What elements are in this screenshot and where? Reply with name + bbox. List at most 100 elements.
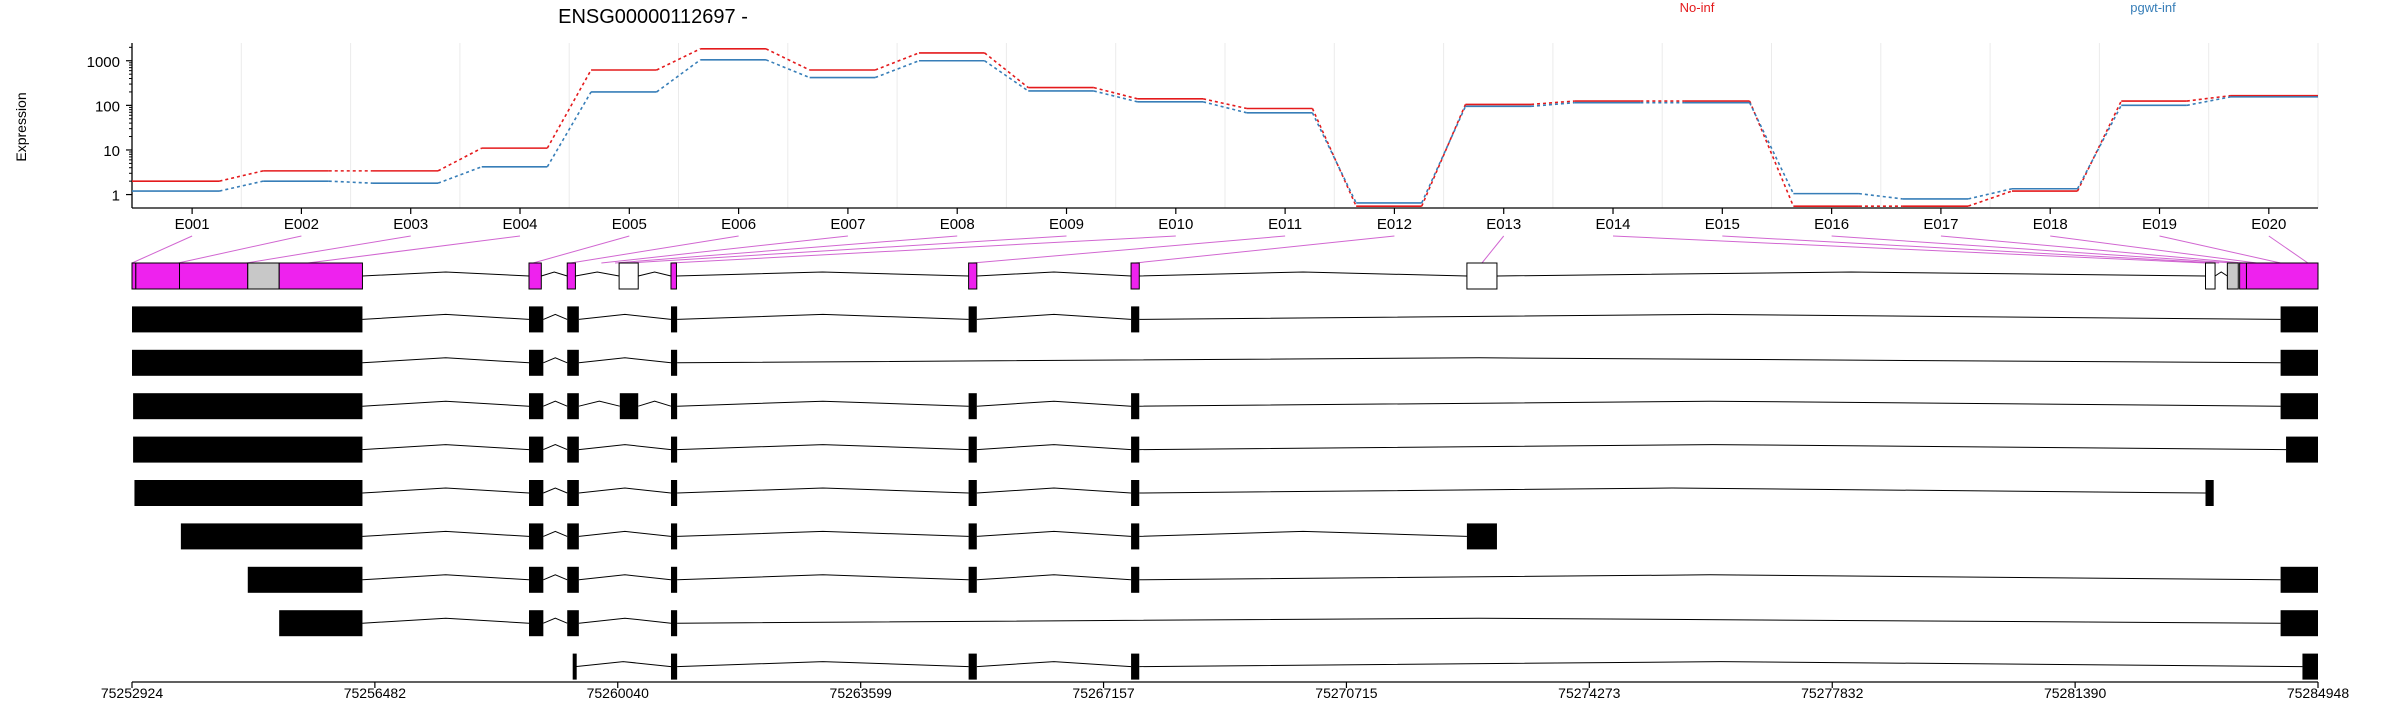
transcript-row: [180, 523, 1497, 550]
exon-bin: [1466, 262, 1498, 290]
exon: [567, 523, 579, 550]
x-tick-label: E018: [2033, 216, 2068, 233]
intron: [362, 313, 530, 320]
exon: [670, 653, 678, 680]
intron: [1139, 574, 2281, 581]
intron: [976, 271, 1132, 277]
intron: [578, 617, 672, 624]
genomic-tick-label: 75277832: [1801, 685, 1864, 700]
intron: [578, 357, 672, 364]
genomic-tick-label: 75281390: [2044, 685, 2107, 700]
exon-bin: [135, 262, 181, 290]
intron: [1139, 444, 2287, 451]
x-tick-label: E001: [175, 216, 210, 233]
series-connector: [546, 91, 592, 168]
intron: [1139, 313, 2281, 320]
exon: [2280, 349, 2318, 376]
intron: [578, 313, 672, 320]
series-connector: [437, 166, 483, 184]
exon: [968, 480, 977, 506]
exon: [968, 393, 977, 420]
series-connector: [874, 60, 920, 79]
exon-connector: [1612, 235, 2206, 264]
x-tick-label: E008: [940, 216, 975, 233]
intron: [362, 444, 530, 451]
intron: [976, 574, 1132, 581]
intron: [1139, 661, 2303, 668]
exon-bin: [247, 262, 280, 290]
exon-bin: [278, 262, 363, 290]
exon-bin: [670, 262, 677, 290]
intron: [1139, 487, 2206, 494]
series-no-inf: [132, 48, 2318, 207]
x-tick-label: E005: [612, 216, 647, 233]
intron: [1139, 530, 1467, 537]
exon: [619, 393, 639, 420]
exon: [670, 480, 678, 506]
exon-bin: [566, 262, 576, 290]
exon: [132, 306, 363, 333]
exon-bin: [131, 262, 137, 290]
intron: [578, 487, 672, 494]
x-tick-label: E017: [1923, 216, 1958, 233]
intron: [976, 400, 1132, 407]
series-connector: [437, 147, 483, 172]
series-connector: [1968, 187, 2013, 200]
intron: [976, 661, 1132, 668]
exon-connector: [2050, 235, 2257, 264]
exon-connector: [972, 235, 1286, 264]
genomic-tick-label: 75270715: [1315, 685, 1378, 700]
series-connector: [219, 170, 264, 182]
intron: [362, 357, 530, 364]
exon-bin: [2205, 262, 2216, 290]
transcripts: [132, 306, 2318, 680]
exon: [2280, 393, 2318, 420]
x-tick-label: E003: [393, 216, 428, 233]
series-connector: [2076, 104, 2122, 190]
exon: [968, 653, 977, 680]
intron: [976, 313, 1132, 320]
series-connector: [765, 48, 811, 71]
exon-connector: [307, 235, 521, 264]
exon: [572, 653, 577, 680]
exon: [134, 480, 363, 506]
series-lines: [132, 48, 2318, 207]
intron: [578, 444, 672, 451]
x-tick-label: E020: [2251, 216, 2286, 233]
series-connector: [546, 69, 592, 149]
intron: [677, 400, 969, 407]
series-connector: [1093, 86, 1138, 100]
exon-connector: [131, 235, 193, 264]
gene-model: [131, 262, 2319, 290]
gridlines: [240, 43, 2319, 208]
exon: [180, 523, 363, 550]
exon: [529, 480, 544, 506]
intron: [543, 530, 568, 537]
intron: [677, 487, 969, 494]
intron: [543, 617, 568, 624]
exon-connector: [246, 235, 411, 264]
x-tick-label: E012: [1377, 216, 1412, 233]
series-pgwt-inf: [132, 59, 2318, 204]
genomic-tick-label: 75263599: [830, 685, 893, 700]
x-tick-label: E015: [1705, 216, 1740, 233]
genomic-tick-label: 75274273: [1558, 685, 1621, 700]
exon-connector: [601, 235, 848, 264]
exon: [529, 436, 544, 463]
x-tick-label: E011: [1268, 216, 1302, 233]
intron: [575, 661, 672, 668]
x-tick-label: E006: [721, 216, 756, 233]
exon-bin: [528, 262, 542, 290]
intron: [578, 574, 672, 581]
exon: [968, 523, 977, 550]
exon: [529, 306, 544, 333]
intron: [575, 271, 620, 277]
intron: [543, 487, 568, 494]
genomic-tick-label: 75284948: [2287, 685, 2350, 700]
intron: [1139, 400, 2281, 407]
series-connector: [1748, 100, 1795, 207]
transcript-row: [132, 306, 2318, 333]
genomic-tick-label: 75267157: [1072, 685, 1135, 700]
exon-connector: [178, 235, 302, 264]
